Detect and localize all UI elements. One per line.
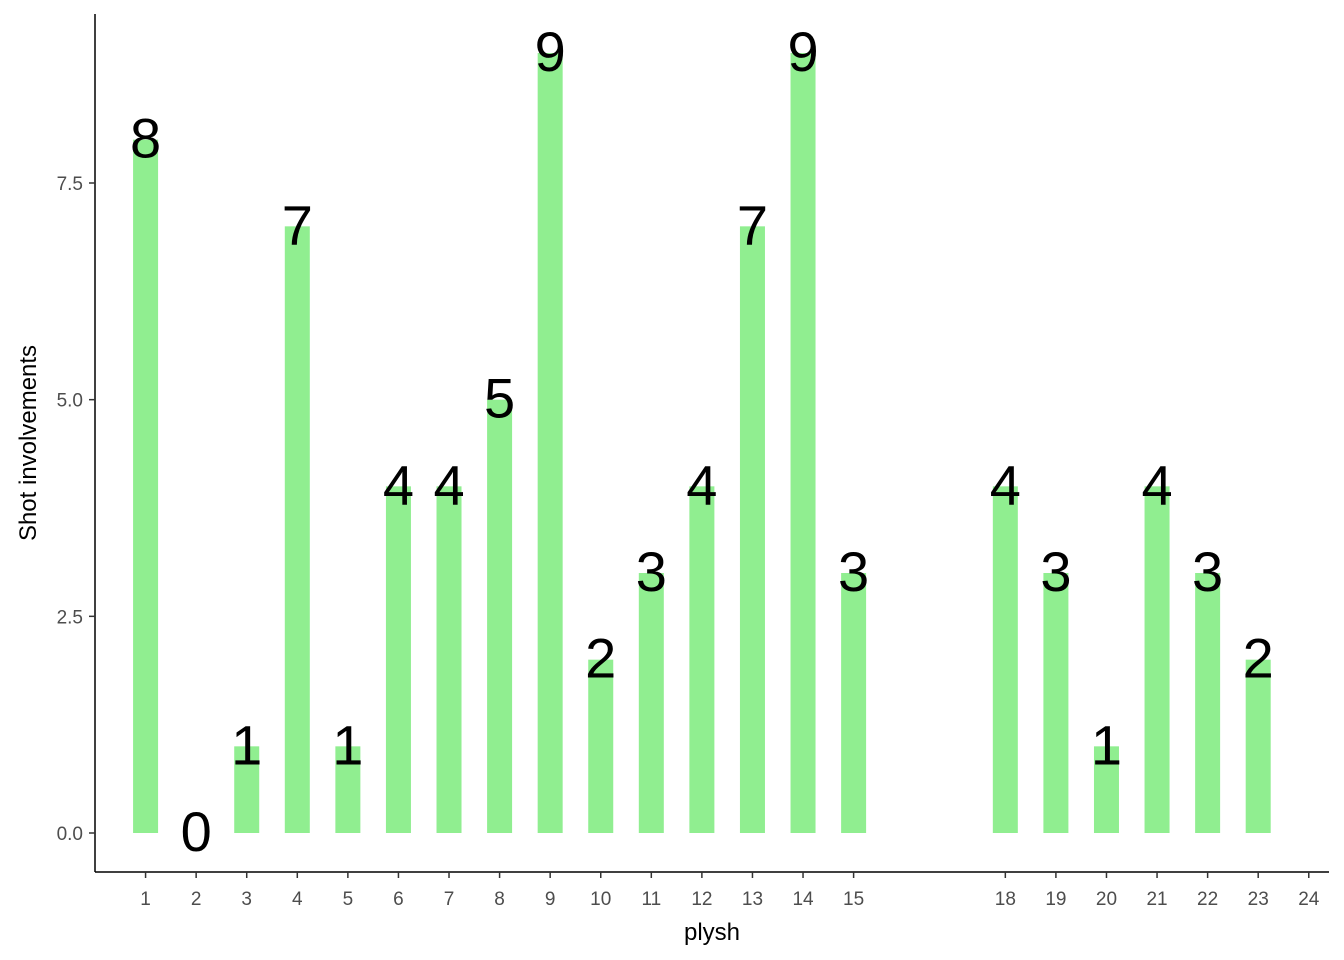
x-tick-label: 7 [444, 889, 455, 910]
x-tick-label: 13 [742, 889, 763, 910]
data-label-8: 5 [484, 367, 515, 430]
data-label-15: 3 [838, 540, 869, 603]
bar-20 [1093, 746, 1119, 833]
x-axis-title: plysh [684, 919, 740, 946]
data-label-4: 7 [282, 193, 313, 256]
x-tick-label: 19 [1045, 889, 1066, 910]
data-label-9: 9 [535, 20, 566, 83]
data-label-1: 8 [130, 107, 161, 170]
data-label-18: 4 [990, 453, 1021, 516]
data-label-20: 1 [1091, 713, 1122, 776]
x-tick-label: 5 [343, 889, 354, 910]
data-label-10: 2 [585, 627, 616, 690]
y-tick-label: 2.5 [57, 607, 83, 628]
data-label-11: 3 [636, 540, 667, 603]
x-tick-label: 3 [241, 889, 252, 910]
bar-19 [1043, 573, 1069, 833]
x-tick-label: 20 [1096, 889, 1117, 910]
x-tick-label: 8 [494, 889, 505, 910]
x-tick-label: 22 [1197, 889, 1218, 910]
x-tick-label: 24 [1298, 889, 1320, 910]
bar-18 [992, 486, 1018, 833]
data-label-13: 7 [737, 193, 768, 256]
bar-12 [689, 486, 715, 833]
data-label-21: 4 [1141, 453, 1172, 516]
y-tick-label: 5.0 [57, 391, 83, 412]
x-tick-label: 9 [545, 889, 556, 910]
bar-22 [1195, 573, 1221, 833]
x-tick-label: 6 [393, 889, 404, 910]
x-tick-label: 18 [995, 889, 1016, 910]
y-axis-title: Shot involvements [15, 345, 42, 541]
bar-6 [385, 486, 411, 833]
y-axis-ticks: 0.0 2.5 5.0 7.5 [57, 174, 95, 845]
data-label-2: 0 [181, 800, 212, 863]
data-label-7: 4 [433, 453, 464, 516]
data-label-3: 1 [231, 713, 262, 776]
x-tick-label: 11 [641, 889, 661, 910]
data-label-19: 3 [1040, 540, 1071, 603]
x-tick-label: 15 [843, 889, 864, 910]
x-tick-label: 14 [792, 889, 814, 910]
bar-15 [841, 573, 867, 833]
bars-layer [133, 53, 1271, 834]
data-label-12: 4 [686, 453, 717, 516]
bar-13 [739, 226, 765, 834]
data-label-5: 1 [332, 713, 363, 776]
x-tick-label: 4 [292, 889, 303, 910]
bar-9 [537, 53, 563, 833]
bar-7 [436, 486, 462, 833]
x-tick-label: 23 [1248, 889, 1269, 910]
data-label-22: 3 [1192, 540, 1223, 603]
bar-10 [588, 659, 614, 833]
x-tick-label: 12 [691, 889, 712, 910]
x-axis-ticks: 1 2 3 4 5 6 7 8 9 10 11 12 13 14 15 18 19 20 21 22 23 24 [140, 872, 1320, 910]
data-label-6: 4 [383, 453, 414, 516]
x-tick-label: 21 [1146, 889, 1167, 910]
x-tick-label: 10 [590, 889, 611, 910]
bar-21 [1144, 486, 1170, 833]
data-label-23: 2 [1243, 627, 1274, 690]
y-tick-label: 7.5 [57, 174, 83, 195]
y-tick-label: 0.0 [57, 824, 83, 845]
bar-5 [335, 746, 361, 833]
bar-3 [234, 746, 260, 833]
bar-8 [487, 399, 513, 833]
bar-1 [133, 139, 159, 833]
bar-4 [284, 226, 310, 834]
bar-14 [790, 53, 816, 833]
data-label-14: 9 [787, 20, 818, 83]
bar-11 [638, 573, 664, 833]
bar-23 [1245, 659, 1271, 833]
x-tick-label: 2 [191, 889, 202, 910]
x-tick-label: 1 [140, 889, 151, 910]
